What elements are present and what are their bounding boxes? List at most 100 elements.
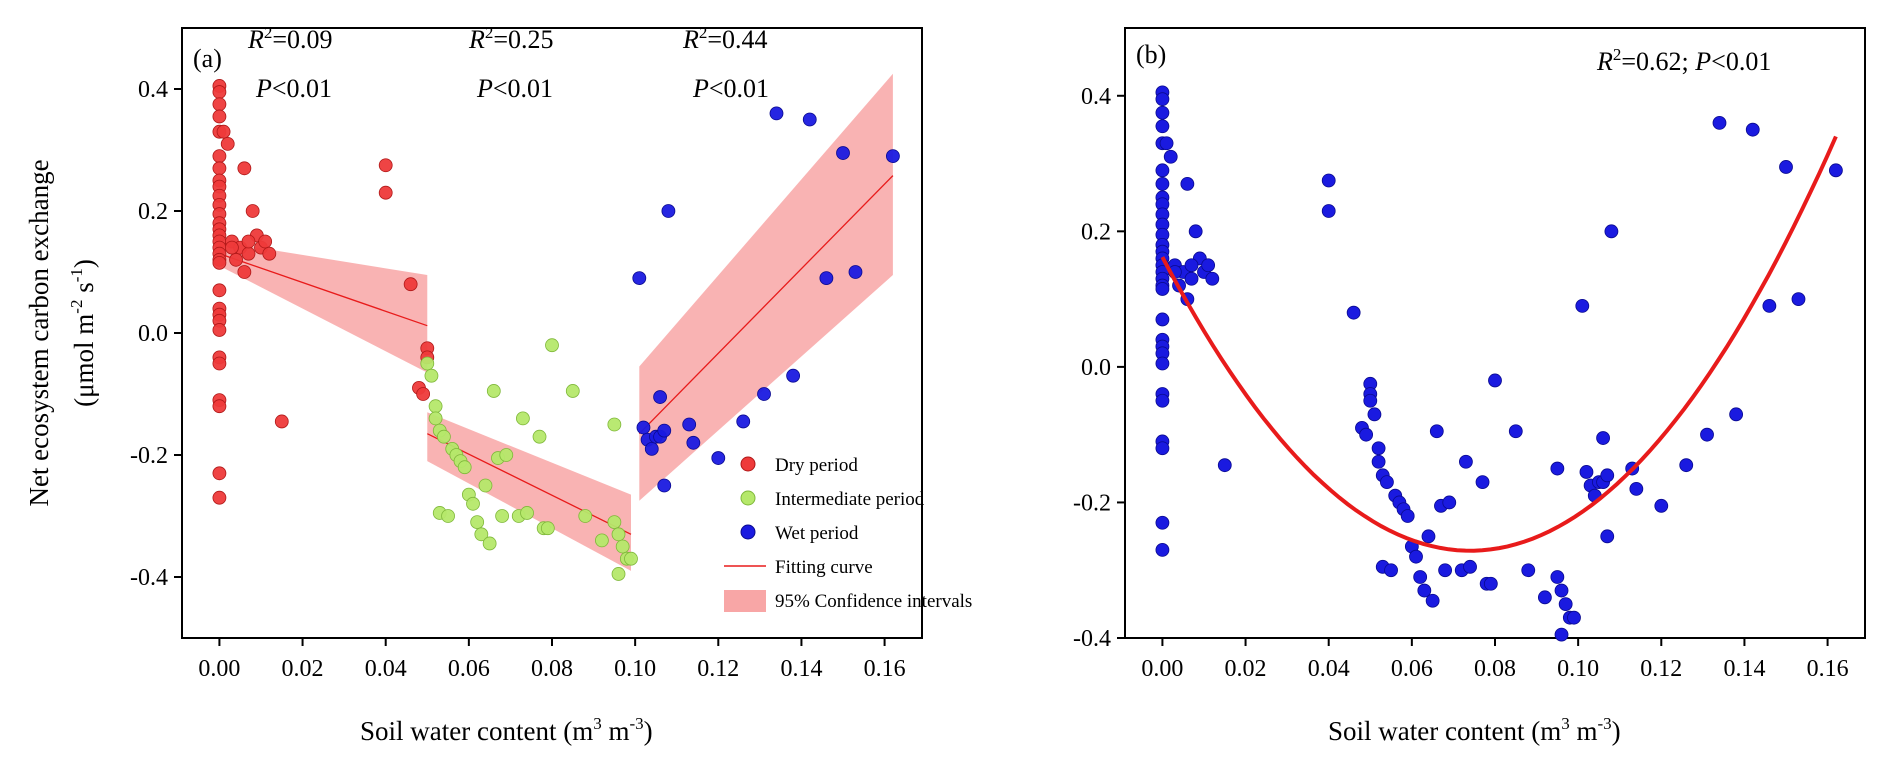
point-intermediate-period [515,411,530,426]
point-wet-period [682,417,697,432]
point-all-periods [1458,454,1473,469]
point-dry-period [224,240,239,255]
point-all-periods [1554,583,1569,598]
point-all-periods [1184,258,1199,273]
point-dry-period [237,265,252,279]
panel-b-annotation: R2=0.62; P<0.01 [1596,45,1771,76]
point-all-periods [1384,563,1398,578]
point-all-periods [1163,149,1178,164]
panel-b-x-tick-label: 0.04 [1308,656,1350,682]
point-intermediate-period [420,356,435,371]
point-intermediate-period [532,429,547,444]
panel-a-legend: Dry period Intermediate period Wet perio… [724,455,972,612]
point-dry-period [274,414,289,429]
point-all-periods [1488,373,1502,388]
point-all-periods [1321,204,1336,218]
fit-line-2 [638,175,894,435]
panel-a-confidence-bands [219,73,893,571]
panel-b-y-tick-label: 0.0 [1081,355,1111,381]
point-all-periods [1421,529,1436,544]
panel-a-x-tick-label: 0.06 [448,656,490,682]
panel-b-x-tick-label: 0.00 [1141,656,1183,682]
panel-b-x-axis-label: Soil water content (m3 m-3) [1328,714,1621,746]
point-wet-period [736,414,751,429]
point-wet-period [757,387,771,401]
point-dry-period [212,97,227,112]
point-all-periods [1321,173,1336,188]
point-dry-period [258,234,273,249]
panel-a-y-axis-label-line1: Net ecosystem carbon exchange [24,159,54,506]
point-all-periods [1400,509,1415,523]
point-wet-period [786,368,801,383]
point-dry-period [212,490,227,505]
point-dry-period [212,356,227,371]
point-all-periods [1712,115,1727,130]
point-all-periods [1575,298,1590,313]
point-all-periods [1217,458,1232,473]
panel-b-y-tick-label: 0.2 [1081,219,1111,245]
point-intermediate-period [578,509,593,523]
legend-dry-label: Dry period [775,455,858,476]
panel-a-y-tick-label: 0.2 [138,199,168,225]
point-all-periods [1159,136,1174,151]
point-dry-period [241,234,256,249]
point-all-periods [1745,122,1760,137]
panel-a-r2-intermediate: R2=0.25 [468,23,554,54]
point-all-periods [1180,176,1195,191]
point-all-periods [1475,475,1490,490]
panel-a-x-tick-label: 0.16 [864,656,906,682]
panel-b-fit-curve [1160,135,1838,553]
quadratic-fit-curve [1160,135,1838,553]
panel-b-x-tick-label: 0.10 [1557,656,1599,682]
point-wet-period [644,441,659,456]
panel-b-x-tick-label: 0.02 [1225,656,1267,682]
point-intermediate-period [474,527,489,542]
point-wet-period [657,478,672,493]
point-wet-period [769,106,784,121]
point-wet-period [802,112,817,127]
point-intermediate-period [428,411,443,426]
point-all-periods [1762,298,1777,313]
panel-a-y-tick-label: -0.4 [130,565,168,591]
point-all-periods [1380,475,1394,490]
panel-b-y-tick-label: 0.4 [1081,84,1111,110]
point-all-periods [1413,570,1428,584]
panel-a-y-tick-label: 0.4 [138,77,168,103]
panel-b-x-tick-label: 0.08 [1474,656,1516,682]
point-dry-period [212,283,227,298]
point-all-periods [1417,583,1432,598]
panel-a-r2-wet: R2=0.44 [682,23,768,54]
point-all-periods [1554,627,1569,642]
point-dry-period [212,399,227,414]
panel-b-x-tick-label: 0.06 [1391,656,1433,682]
point-dry-period [216,124,231,139]
point-all-periods [1654,498,1669,513]
panel-a-x-ticks: 0.00 0.02 0.04 0.06 0.08 0.10 0.12 0.14 0.16 [198,638,906,682]
point-all-periods [1155,312,1170,327]
panel-b-y-ticks: 0.4 0.2 0.0 -0.2 -0.4 [1073,84,1125,652]
point-wet-period [686,435,701,450]
point-all-periods [1155,542,1170,557]
point-all-periods [1729,407,1744,422]
legend-intermediate-label: Intermediate period [775,489,925,510]
panel-a-p-wet: P<0.01 [692,74,769,103]
panel-a-y-tick-label: -0.2 [130,443,168,469]
point-all-periods [1828,163,1843,178]
point-all-periods [1550,570,1565,584]
legend-dry-marker [740,456,756,472]
point-dry-period [262,246,277,261]
point-all-periods [1438,563,1453,578]
point-intermediate-period [499,448,514,462]
ci-band-1 [427,412,631,571]
ci-band-0 [219,241,428,373]
panel-a: 0.00 0.02 0.04 0.06 0.08 0.10 0.12 0.14 0.16 0.4… [24,23,972,746]
panel-b-label: (b) [1136,40,1166,69]
legend-wet-label: Wet period [775,523,859,544]
point-intermediate-period [424,368,439,383]
point-intermediate-period [478,478,493,493]
panel-a-points [212,79,900,581]
point-intermediate-period [457,460,472,475]
panel-a-x-tick-label: 0.08 [531,656,573,682]
point-all-periods [1155,356,1170,371]
point-intermediate-period [482,536,497,551]
